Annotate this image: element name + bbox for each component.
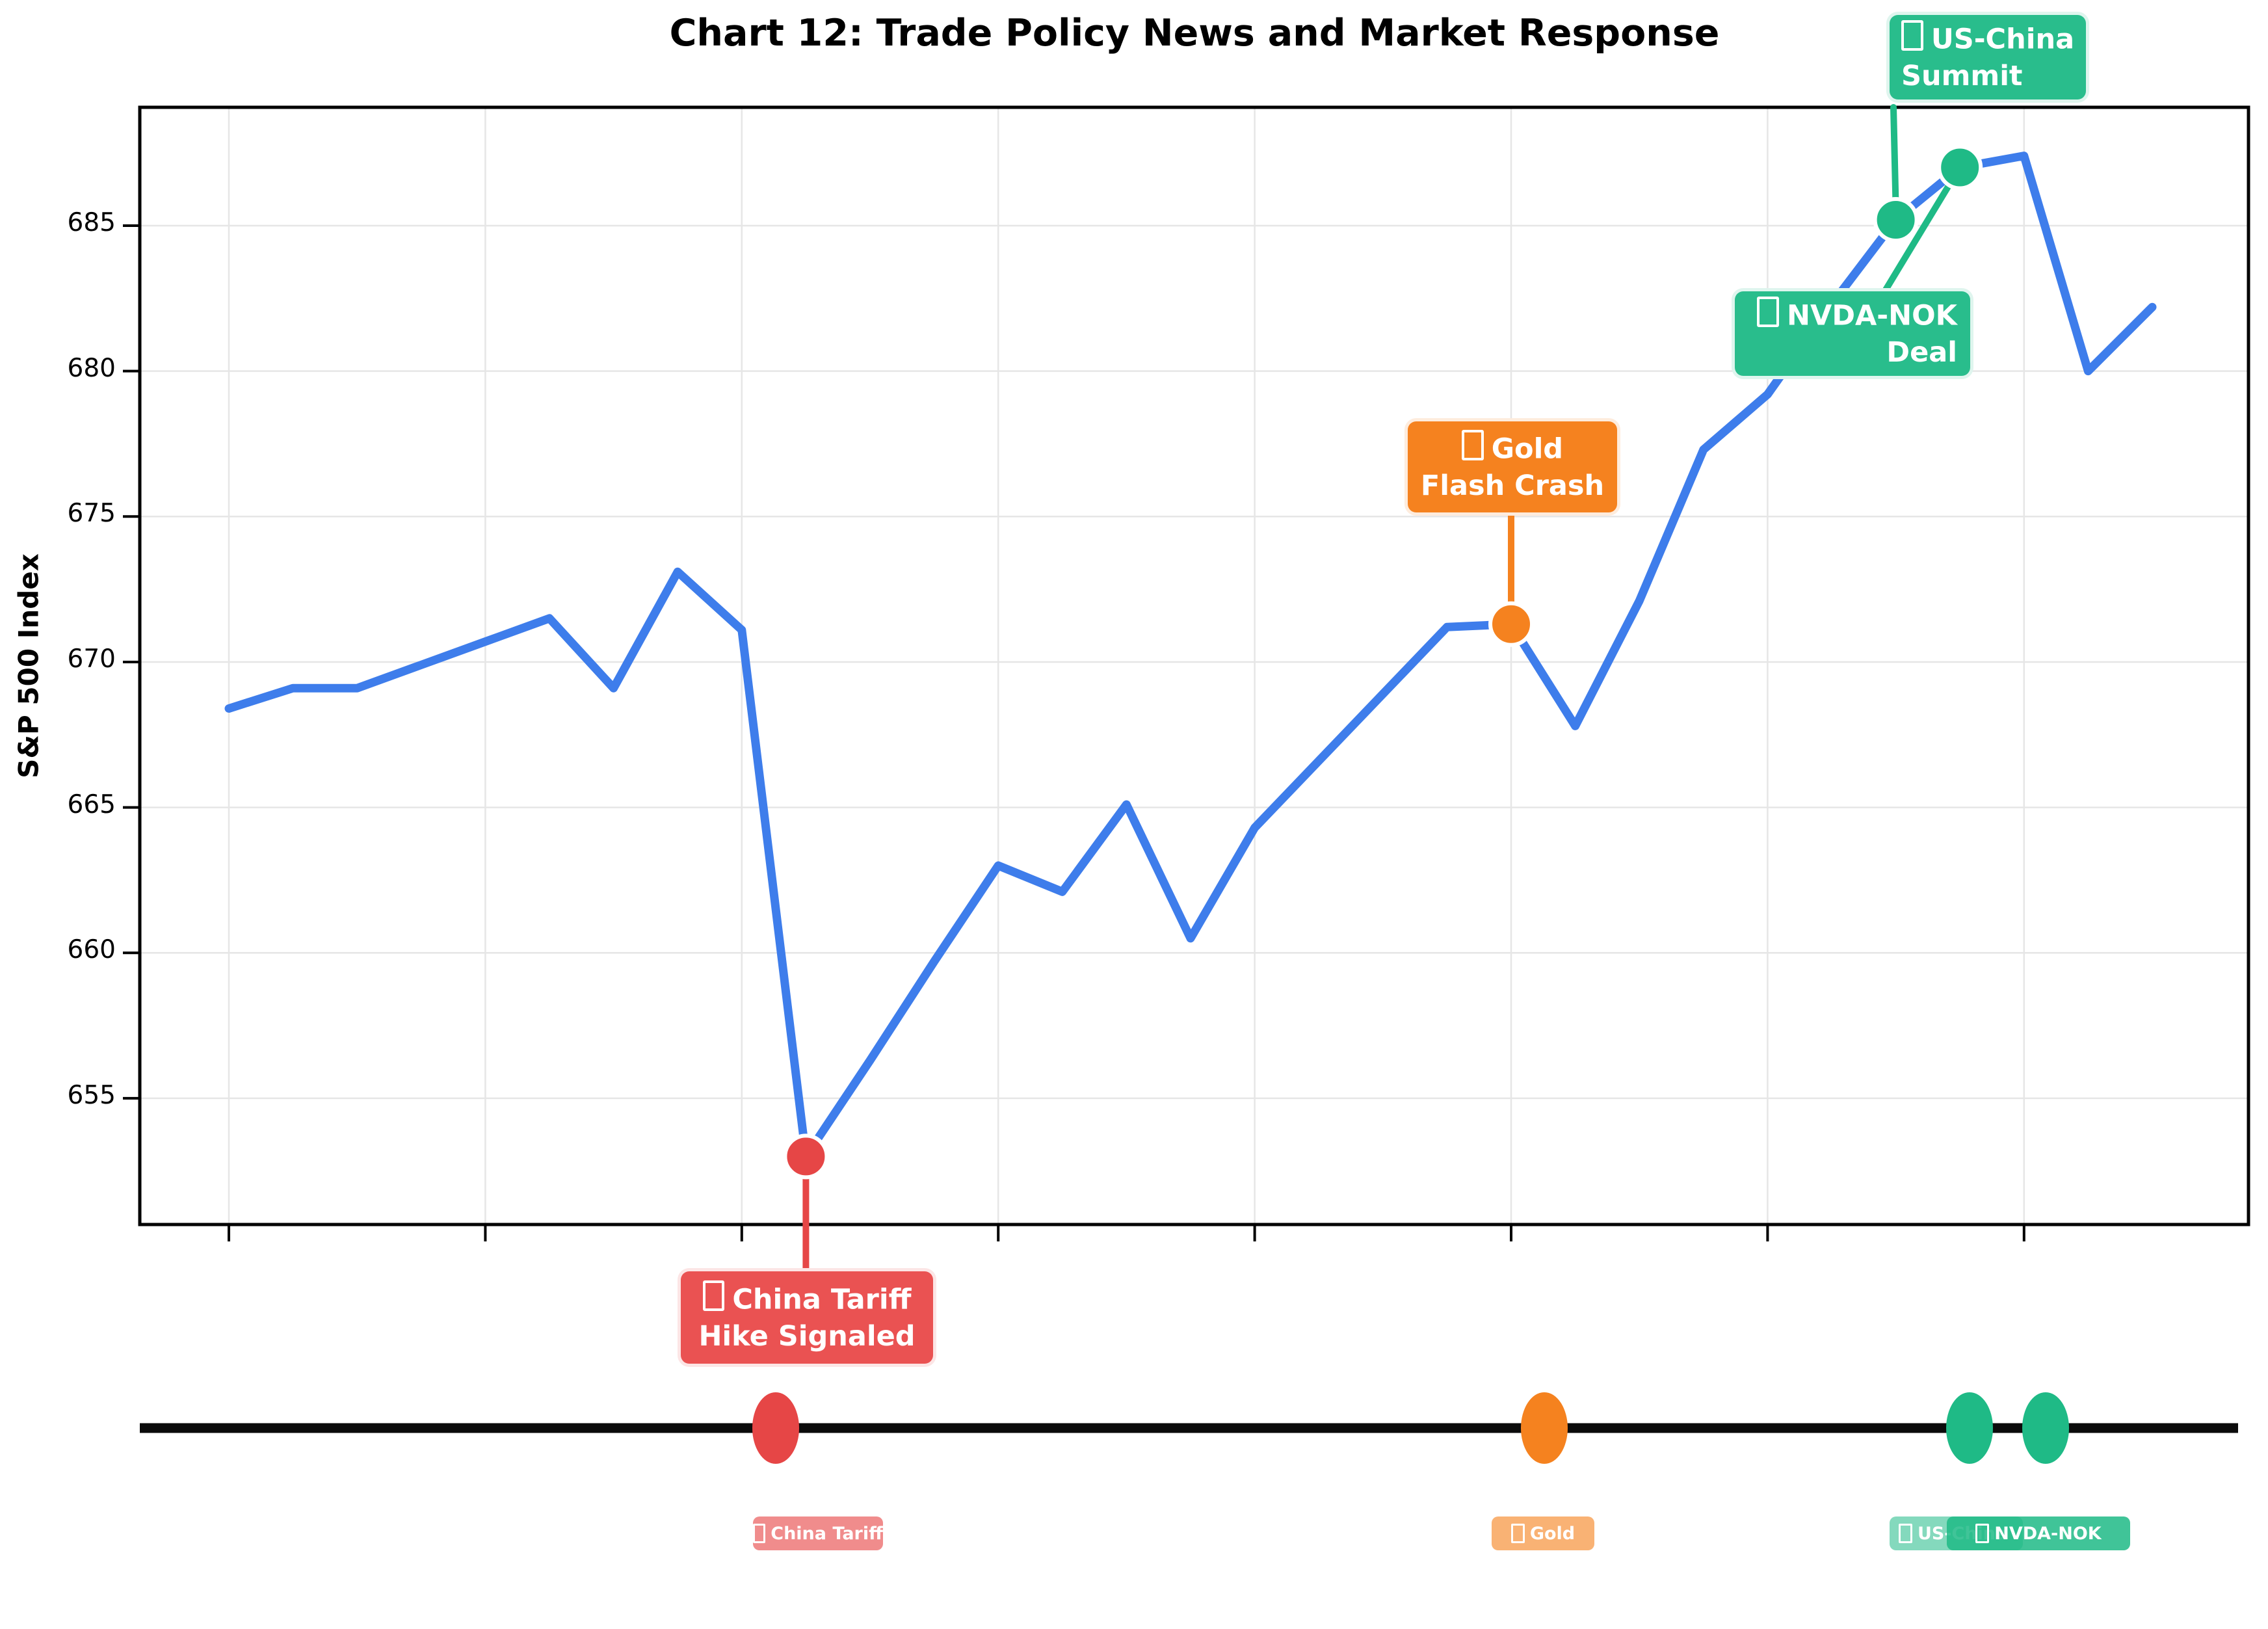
- annotation-line2: Flash Crash: [1420, 469, 1605, 502]
- timeline-dot-china: [752, 1392, 799, 1464]
- annotation-line1: US-China: [1901, 20, 2074, 58]
- event-marker-gold: [1488, 601, 1534, 647]
- y-tick-label: 680: [67, 353, 116, 383]
- timeline-dot-nvda: [2022, 1392, 2069, 1464]
- annotation-line2: Hike Signaled: [698, 1319, 916, 1353]
- chart-title: Chart 12: Trade Policy News and Market R…: [669, 12, 1720, 55]
- annotation-us-china-summit: US-China Summit: [1886, 12, 2089, 103]
- annotation-line2: Deal: [1886, 336, 1957, 369]
- event-marker-nvda: [1937, 144, 1983, 191]
- timeline-dot-uschina: [1946, 1392, 1993, 1464]
- missing-emoji-icon: [1757, 296, 1780, 328]
- annotation-line2: Summit: [1901, 59, 2023, 92]
- annotation-china-tariff: China Tariff Hike Signaled: [678, 1268, 936, 1367]
- timeline-label-nvda-nok: NVDA-NOK: [1947, 1516, 2130, 1550]
- event-marker-china: [783, 1133, 829, 1180]
- missing-emoji-icon: [1510, 1523, 1525, 1544]
- annotation-line1: China Tariff: [702, 1280, 911, 1318]
- y-tick-label: 685: [67, 208, 116, 237]
- annotation-gold-flash-crash: Gold Flash Crash: [1404, 418, 1620, 516]
- missing-emoji-icon: [702, 1280, 725, 1312]
- timeline-label-china-tariff: China Tariff: [753, 1516, 883, 1550]
- y-tick-label: 655: [67, 1080, 116, 1110]
- y-tick-label: 670: [67, 644, 116, 674]
- missing-emoji-icon: [1975, 1523, 1990, 1544]
- y-tick-label: 660: [67, 935, 116, 965]
- missing-emoji-icon: [1899, 1523, 1912, 1544]
- annotation-nvda-nok-deal: NVDA-NOK Deal: [1732, 288, 1973, 379]
- timeline-dot-gold: [1521, 1392, 1568, 1464]
- missing-emoji-icon: [1901, 20, 1923, 51]
- y-tick-label: 665: [67, 789, 116, 819]
- annotation-line1: Gold: [1461, 429, 1563, 468]
- y-tick-label: 675: [67, 499, 116, 529]
- leader-us-china: [1890, 104, 1899, 211]
- missing-emoji-icon: [753, 1523, 766, 1544]
- event-marker-uschina: [1873, 197, 1919, 243]
- axes-spines: [138, 105, 2250, 1226]
- missing-emoji-icon: [1461, 429, 1484, 461]
- annotation-line1: NVDA-NOK: [1757, 296, 1957, 334]
- timeline-label-gold: Gold: [1492, 1516, 1594, 1550]
